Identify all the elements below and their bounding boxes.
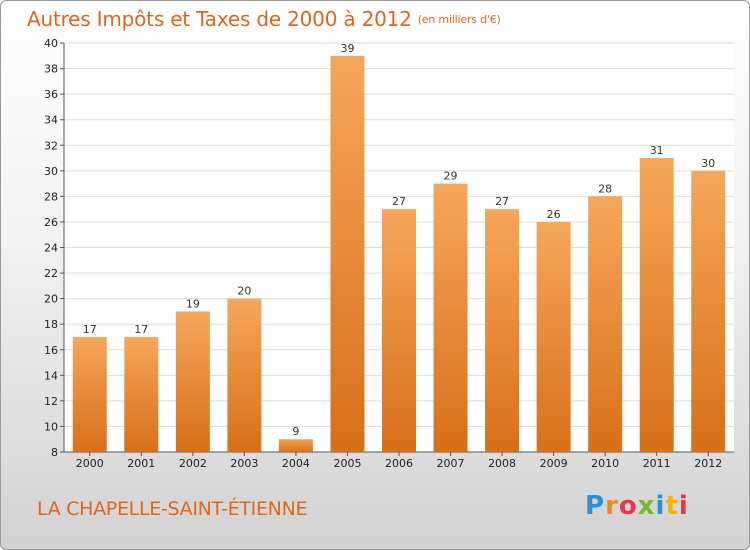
x-tick-label-2004: 2004 [282, 457, 310, 470]
x-tick-label-2008: 2008 [488, 457, 516, 470]
bar-2001 [124, 336, 159, 452]
chart-title: Autres Impôts et Taxes de 2000 à 2012 (en… [27, 7, 501, 31]
value-label-2006: 27 [392, 195, 406, 208]
y-tick-label: 16 [44, 344, 58, 357]
y-tick-label: 8 [51, 446, 58, 459]
x-tick-label-2005: 2005 [333, 457, 361, 470]
title-text: Autres Impôts et Taxes de 2000 à 2012 [27, 7, 412, 31]
unit-label: (en milliers d'€) [417, 13, 501, 26]
y-tick-label: 28 [44, 190, 58, 203]
value-label-2007: 29 [444, 170, 458, 183]
bar-2008 [485, 209, 520, 452]
value-label-2002: 19 [186, 297, 200, 310]
x-tick-label-2010: 2010 [591, 457, 619, 470]
value-label-2012: 30 [701, 157, 715, 170]
x-tick-label-2003: 2003 [230, 457, 258, 470]
y-tick-label: 32 [44, 139, 58, 152]
y-tick-label: 34 [44, 114, 58, 127]
bar-2011 [639, 158, 674, 452]
commune-name: LA CHAPELLE-SAINT-ÉTIENNE [37, 498, 308, 520]
x-tick-label-2002: 2002 [179, 457, 207, 470]
value-label-2009: 26 [547, 208, 561, 221]
bar-2005 [330, 55, 365, 452]
y-tick-label: 18 [44, 318, 58, 331]
value-label-2008: 27 [495, 195, 509, 208]
y-tick-label: 36 [44, 88, 58, 101]
x-tick-label-2001: 2001 [127, 457, 155, 470]
x-tick-label-2012: 2012 [694, 457, 722, 470]
value-label-2001: 17 [134, 323, 148, 336]
bar-2007 [433, 183, 468, 452]
value-label-2003: 20 [237, 285, 251, 298]
value-label-2011: 31 [650, 144, 664, 157]
value-label-2000: 17 [83, 323, 97, 336]
x-tick-label-2000: 2000 [76, 457, 104, 470]
y-tick-label: 10 [44, 420, 58, 433]
value-label-2004: 9 [292, 425, 299, 438]
bar-2010 [588, 196, 623, 452]
bar-2000 [72, 336, 107, 452]
value-label-2005: 39 [340, 42, 354, 55]
y-tick-label: 12 [44, 395, 58, 408]
bar-2002 [175, 311, 210, 452]
x-tick-label-2006: 2006 [385, 457, 413, 470]
x-tick-label-2009: 2009 [540, 457, 568, 470]
bar-2003 [227, 298, 262, 452]
bar-2012 [691, 170, 726, 452]
bar-2004 [278, 439, 313, 452]
value-label-2010: 28 [598, 182, 612, 195]
y-tick-label: 38 [44, 63, 58, 76]
y-tick-label: 24 [44, 242, 58, 255]
y-tick-label: 30 [44, 165, 58, 178]
x-tick-label-2007: 2007 [437, 457, 465, 470]
y-tick-label: 22 [44, 267, 58, 280]
y-tick-label: 14 [44, 369, 58, 382]
y-tick-label: 26 [44, 216, 58, 229]
bar-2006 [382, 209, 416, 452]
x-tick-label-2011: 2011 [643, 457, 671, 470]
proxiti-logo: Proxiti [585, 491, 689, 521]
y-tick-label: 20 [44, 293, 58, 306]
y-tick-label: 40 [44, 37, 58, 50]
bar-2009 [536, 221, 571, 452]
